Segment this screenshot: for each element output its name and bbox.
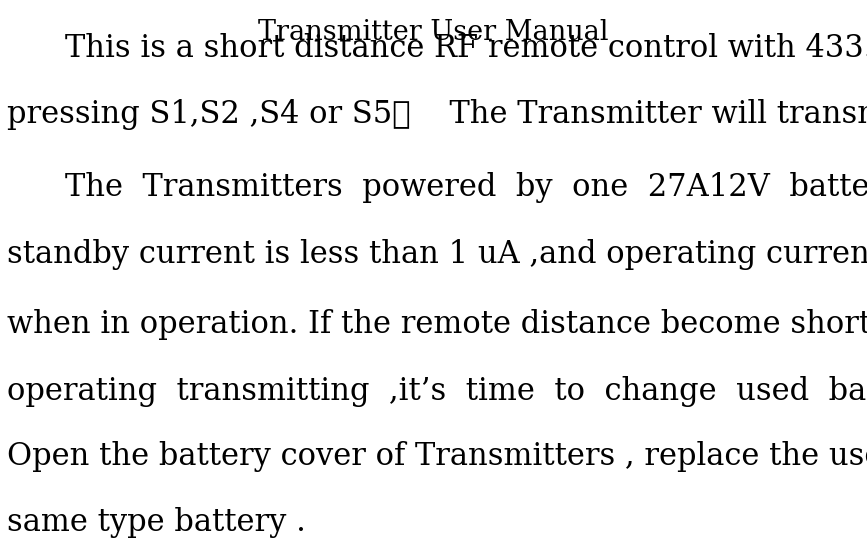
Text: same type battery .: same type battery .	[7, 507, 306, 538]
Text: Transmitter User Manual: Transmitter User Manual	[258, 19, 609, 46]
Text: The  Transmitters  powered  by  one  27A12V  battery  at  12V,  its: The Transmitters powered by one 27A12V b…	[65, 172, 867, 203]
Text: pressing S1,S2 ,S4 or S5，    The Transmitter will transmit the singal .: pressing S1,S2 ,S4 or S5， The Transmitte…	[7, 99, 867, 130]
Text: when in operation. If the remote distance become short obviously durning: when in operation. If the remote distanc…	[7, 308, 867, 340]
Text: operating  transmitting  ,it’s  time  to  change  used  battery  with  new  one : operating transmitting ,it’s time to cha…	[7, 376, 867, 407]
Text: standby current is less than 1 uA ,and operating current is less than 10mA: standby current is less than 1 uA ,and o…	[7, 239, 867, 270]
Text: Open the battery cover of Transmitters , replace the used battery with the: Open the battery cover of Transmitters ,…	[7, 441, 867, 472]
Text: This is a short distance RF remote control with 433.92MHz , When: This is a short distance RF remote contr…	[65, 32, 867, 63]
